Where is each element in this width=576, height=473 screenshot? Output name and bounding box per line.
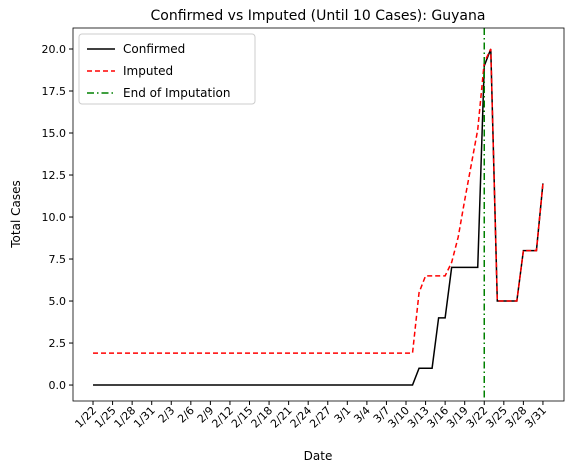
x-tick-label: 3/31 (522, 404, 549, 431)
series-line (93, 48, 544, 354)
y-tick-label: 12.5 (42, 169, 67, 182)
legend-label: Confirmed (123, 42, 185, 56)
chart-title: Confirmed vs Imputed (Until 10 Cases): G… (151, 8, 486, 24)
x-tick-label: 2/6 (175, 404, 197, 426)
legend-label: End of Imputation (123, 86, 231, 100)
x-tick-label: 2/27 (307, 404, 334, 431)
x-tick-label: 1/31 (131, 404, 158, 431)
y-tick-label: 0.0 (49, 379, 67, 392)
y-tick-label: 10.0 (42, 211, 67, 224)
y-tick-label: 2.5 (49, 337, 67, 350)
plot-frame (72, 27, 565, 402)
y-tick-label: 17.5 (42, 85, 67, 98)
x-tick-label: 3/1 (332, 404, 354, 426)
y-tick-label: 7.5 (49, 253, 67, 266)
x-axis-label: Date (304, 449, 333, 463)
y-tick-label: 20.0 (42, 43, 67, 56)
series-line (93, 48, 544, 386)
legend-box (78, 33, 256, 105)
y-tick-label: 15.0 (42, 127, 67, 140)
y-axis-label: Total Cases (9, 180, 23, 248)
x-tick-label: 2/3 (156, 404, 178, 426)
x-tick-label: 3/4 (351, 404, 373, 426)
y-tick-label: 5.0 (49, 295, 67, 308)
legend-label: Imputed (123, 64, 173, 78)
